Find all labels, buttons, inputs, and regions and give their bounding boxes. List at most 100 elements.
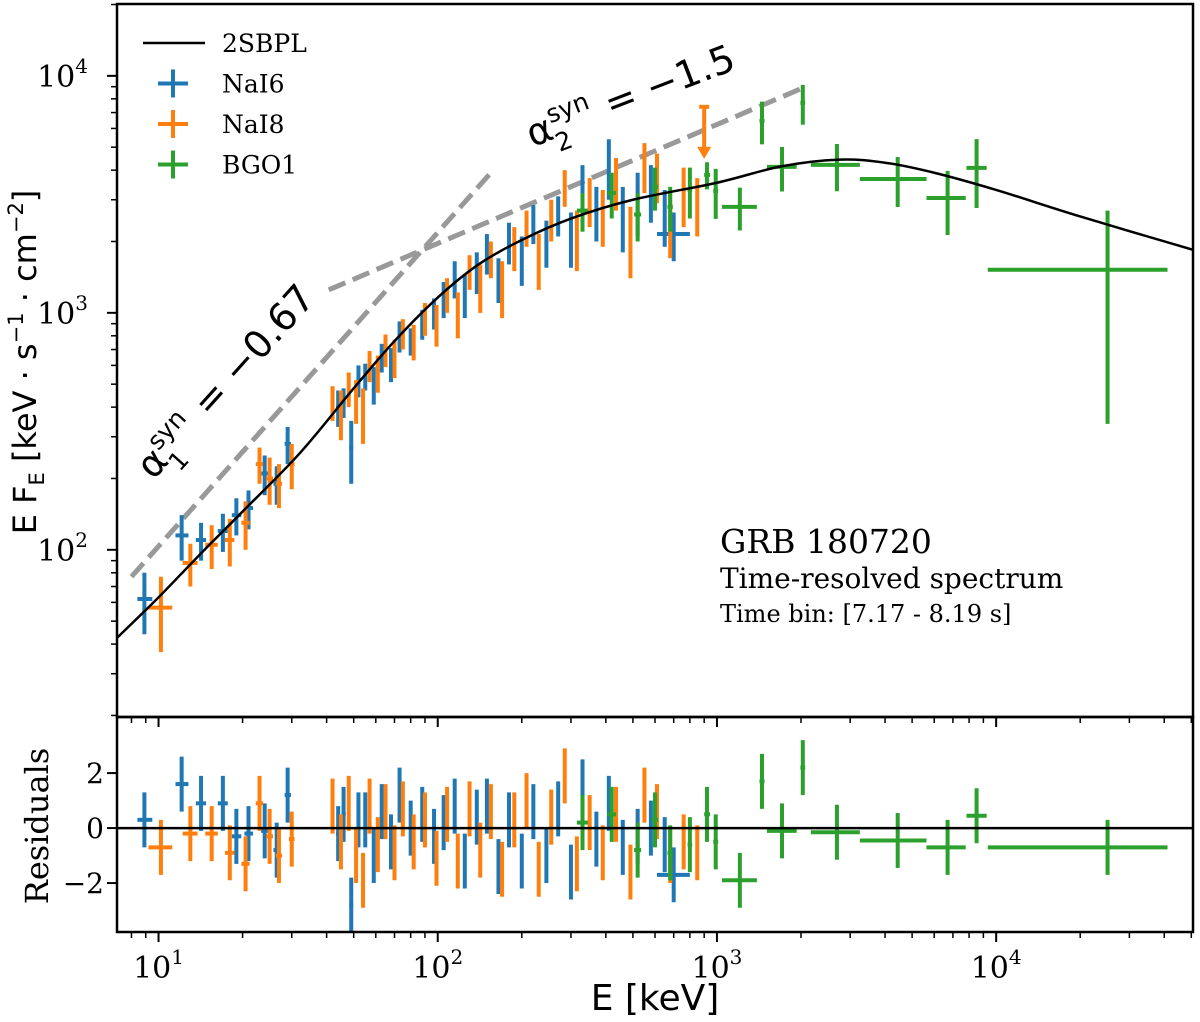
x-tick-label: 101 bbox=[133, 945, 184, 986]
residual-point-bgo1 bbox=[687, 817, 693, 873]
data-point-nai8 bbox=[488, 241, 493, 279]
residuals-plot-area bbox=[117, 740, 1193, 932]
residual-point-nai6 bbox=[261, 803, 269, 859]
grb-subtitle: Time-resolved spectrum bbox=[720, 562, 1063, 595]
residual-point-nai8 bbox=[695, 825, 700, 881]
data-point-nai8 bbox=[587, 178, 592, 228]
residual-point-nai6 bbox=[217, 775, 228, 831]
data-point-nai8 bbox=[445, 278, 450, 313]
residual-point-nai6 bbox=[363, 792, 368, 848]
data-point-bgo1 bbox=[810, 143, 860, 192]
residual-point-nai8 bbox=[205, 806, 218, 862]
data-point-bgo1 bbox=[759, 101, 765, 145]
residual-point-bgo1 bbox=[810, 804, 860, 860]
legend-item-2sbpl: 2SBPL bbox=[143, 29, 307, 58]
data-point-bgo1 bbox=[966, 139, 987, 208]
data-point-bgo1 bbox=[713, 168, 719, 219]
data-point-nai8 bbox=[367, 351, 372, 383]
residual-point-bgo1 bbox=[859, 812, 927, 868]
residual-point-nai6 bbox=[284, 767, 291, 823]
data-point-nai8 bbox=[434, 304, 439, 347]
residual-point-nai8 bbox=[354, 828, 359, 884]
legend-label: BGO1 bbox=[222, 151, 297, 180]
residual-point-nai6 bbox=[657, 847, 690, 903]
residual-point-bgo1 bbox=[576, 795, 588, 851]
data-point-nai8 bbox=[562, 170, 567, 207]
data-point-nai6 bbox=[519, 236, 524, 286]
residual-point-nai8 bbox=[434, 830, 439, 886]
residual-point-nai6 bbox=[594, 811, 599, 867]
residual-point-nai6 bbox=[531, 784, 536, 840]
residual-point-nai8 bbox=[182, 806, 198, 862]
residual-y-tick-label: 2 bbox=[86, 757, 104, 790]
residual-point-nai8 bbox=[275, 828, 283, 884]
residual-point-bgo1 bbox=[634, 822, 642, 878]
legend-item-nai6: NaI6 bbox=[158, 69, 285, 99]
data-point-bgo1 bbox=[926, 170, 966, 236]
legend-label: NaI8 bbox=[222, 110, 285, 139]
residual-point-nai6 bbox=[137, 792, 153, 848]
residual-point-nai8 bbox=[562, 748, 567, 804]
residual-point-nai8 bbox=[361, 852, 366, 908]
residual-point-nai6 bbox=[662, 817, 667, 873]
residual-point-nai8 bbox=[600, 825, 605, 881]
data-point-nai6 bbox=[657, 212, 690, 262]
residual-point-nai8 bbox=[549, 789, 554, 845]
x-tick-label: 103 bbox=[691, 945, 742, 986]
residual-point-bgo1 bbox=[759, 753, 765, 809]
residual-point-nai8 bbox=[587, 795, 592, 851]
data-point-nai8 bbox=[255, 447, 264, 484]
data-point-nai8 bbox=[392, 339, 397, 379]
data-point-nai8 bbox=[600, 189, 605, 247]
residual-point-nai6 bbox=[474, 789, 479, 845]
residual-point-nai8 bbox=[266, 808, 273, 864]
data-point-nai6 bbox=[496, 258, 501, 304]
residual-point-nai8 bbox=[642, 767, 647, 823]
data-point-nai6 bbox=[408, 328, 413, 356]
axes: 101 102 103 104 102 103 104 2 0 −2 bbox=[37, 2, 1195, 986]
data-point-nai6 bbox=[484, 234, 489, 275]
legend-item-nai8: NaI8 bbox=[158, 110, 285, 139]
data-point-nai6 bbox=[137, 572, 153, 635]
residual-point-nai8 bbox=[392, 825, 397, 881]
residual-point-nai6 bbox=[441, 795, 446, 851]
residual-point-nai8 bbox=[574, 836, 579, 892]
data-point-nai6 bbox=[175, 515, 189, 561]
residual-point-nai8 bbox=[288, 811, 295, 867]
residual-point-nai8 bbox=[346, 775, 351, 831]
residual-point-nai8 bbox=[241, 836, 250, 892]
data-point-nai8 bbox=[338, 390, 343, 441]
guide-line-2 bbox=[327, 84, 807, 293]
data-point-nai8 bbox=[455, 292, 460, 339]
residual-point-nai8 bbox=[628, 844, 633, 900]
data-point-bgo1 bbox=[651, 167, 658, 211]
data-point-nai8 bbox=[549, 199, 554, 242]
residual-point-nai8 bbox=[478, 822, 483, 878]
x-tick-label: 104 bbox=[971, 945, 1022, 986]
residual-point-nai8 bbox=[367, 778, 372, 834]
upper-limit-arrow bbox=[697, 146, 712, 159]
data-point-nai8 bbox=[411, 324, 416, 361]
data-point-nai6 bbox=[606, 139, 611, 200]
data-point-nai8 bbox=[524, 210, 529, 247]
residual-point-bgo1 bbox=[800, 740, 806, 796]
data-point-nai6 bbox=[349, 420, 354, 484]
residual-point-nai8 bbox=[338, 814, 343, 870]
data-point-nai8 bbox=[500, 261, 505, 319]
residual-point-nai8 bbox=[500, 841, 505, 897]
y-tick-label: 102 bbox=[37, 528, 88, 569]
residual-point-nai6 bbox=[452, 778, 457, 834]
data-point-nai6 bbox=[531, 205, 536, 245]
residual-y-tick-label: 0 bbox=[86, 812, 104, 845]
residual-point-bgo1 bbox=[651, 792, 658, 848]
data-point-nai8 bbox=[266, 457, 273, 505]
data-point-nai8 bbox=[275, 464, 283, 509]
legend-label: NaI6 bbox=[222, 70, 285, 99]
residual-point-nai8 bbox=[383, 784, 388, 840]
spectrum-plot-area bbox=[117, 84, 1193, 653]
residual-point-nai8 bbox=[455, 833, 460, 889]
y-axis-label: E FE [keV · s−1 · cm−2] bbox=[4, 190, 49, 535]
residual-point-nai6 bbox=[568, 844, 573, 900]
residual-point-bgo1 bbox=[607, 786, 617, 842]
